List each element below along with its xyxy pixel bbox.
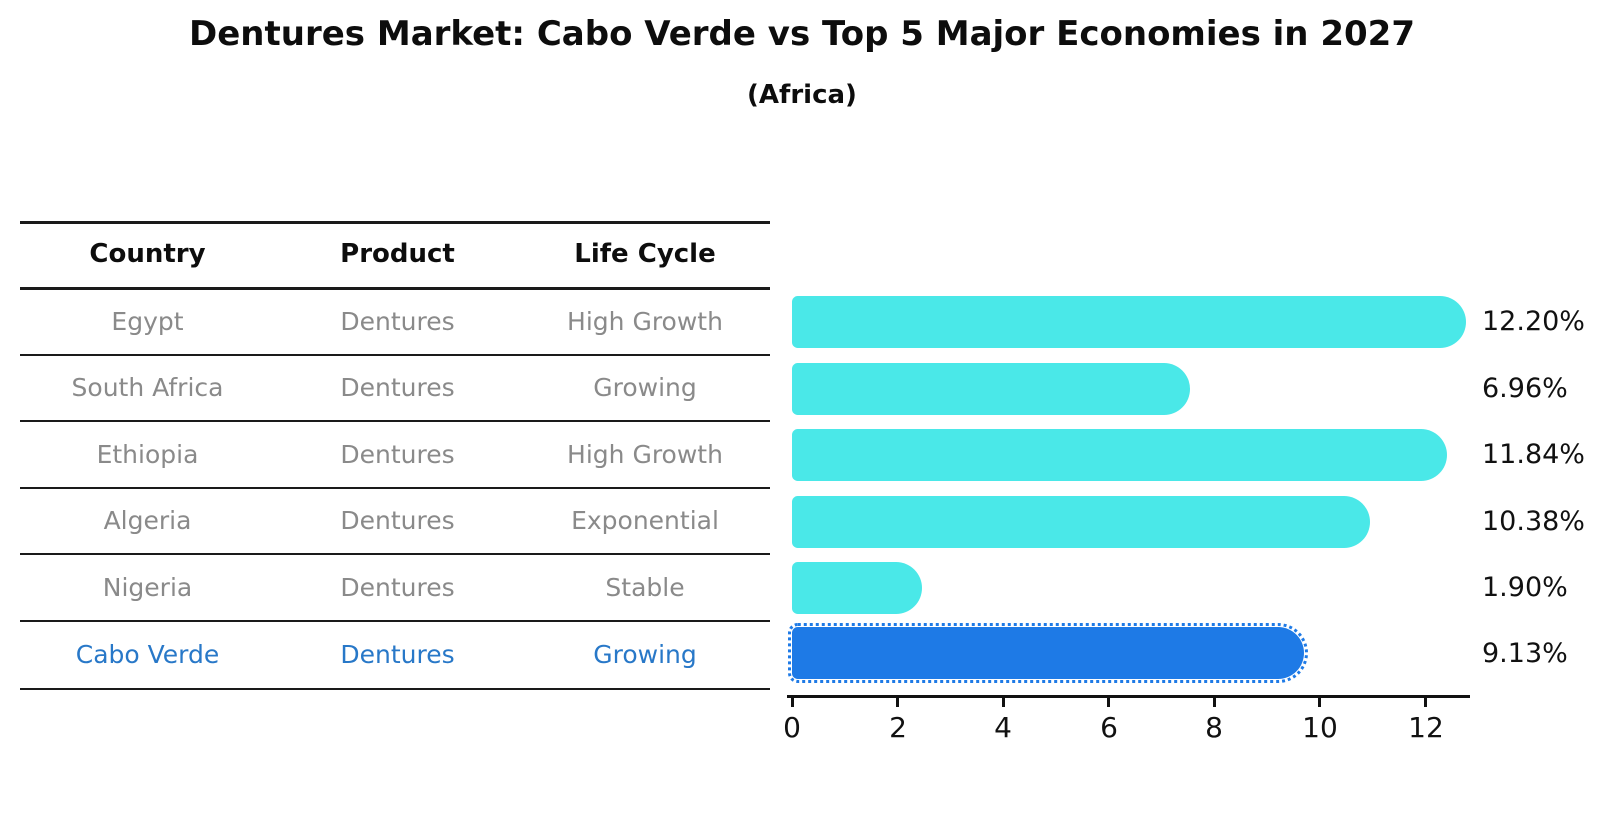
- table-row: South Africa Dentures Growing: [20, 354, 770, 420]
- chart-subtitle: (Africa): [747, 80, 857, 110]
- x-axis-tick: [1318, 698, 1321, 707]
- cell-life-cycle: Exponential: [571, 505, 719, 535]
- cell-product: Dentures: [340, 439, 455, 469]
- table-row-divider: [20, 354, 770, 356]
- x-axis-tick: [1002, 698, 1005, 707]
- x-axis-tick-label: 2: [889, 711, 907, 744]
- column-header-product: Product: [340, 239, 455, 269]
- x-axis-tick-label: 12: [1408, 711, 1444, 744]
- table-row-divider: [20, 620, 770, 622]
- table-row: Ethiopia Dentures High Growth: [20, 421, 770, 487]
- table-row: Nigeria Dentures Stable: [20, 554, 770, 620]
- cell-country: South Africa: [71, 372, 224, 402]
- bar-algeria: [792, 496, 1371, 548]
- x-axis-tick-label: 8: [1205, 711, 1223, 744]
- table-bottom-border: [20, 688, 770, 690]
- table-top-border: [20, 221, 770, 224]
- table-row: Egypt Dentures High Growth: [20, 288, 770, 354]
- cell-life-cycle: High Growth: [567, 306, 723, 336]
- x-axis-tick: [1424, 698, 1427, 707]
- bar-value-label: 11.84%: [1482, 439, 1585, 470]
- bar-south-africa: [792, 363, 1190, 415]
- bar-value-label: 1.90%: [1482, 572, 1568, 603]
- x-axis-line: [787, 695, 1470, 698]
- x-axis-tick: [1213, 698, 1216, 707]
- table-header-row: Country Product Life Cycle: [20, 221, 770, 287]
- cell-life-cycle: Stable: [605, 572, 685, 602]
- x-axis-tick: [1107, 698, 1110, 707]
- table-header-border: [20, 287, 770, 290]
- cell-product: Dentures: [340, 572, 455, 602]
- table-row-divider: [20, 420, 770, 422]
- table-row: Algeria Dentures Exponential: [20, 487, 770, 553]
- bar-value-label: 10.38%: [1482, 506, 1585, 537]
- column-header-life-cycle: Life Cycle: [574, 239, 716, 269]
- column-header-country: Country: [89, 239, 206, 269]
- chart-title: Dentures Market: Cabo Verde vs Top 5 Maj…: [189, 14, 1415, 54]
- table-row-divider: [20, 553, 770, 555]
- table-row-divider: [20, 487, 770, 489]
- x-axis-tick: [791, 698, 794, 707]
- bar-cabo-verde: [787, 623, 1309, 683]
- bar-egypt: [792, 296, 1467, 348]
- cell-product: Dentures: [340, 306, 455, 336]
- bar-ethiopia: [792, 429, 1448, 481]
- bar-value-label: 9.13%: [1482, 638, 1568, 669]
- cell-product: Dentures: [340, 640, 455, 669]
- x-axis-tick: [896, 698, 899, 707]
- bar-nigeria: [792, 562, 923, 614]
- cell-country: Cabo Verde: [75, 640, 220, 669]
- cell-life-cycle: High Growth: [567, 439, 723, 469]
- x-axis-tick-label: 4: [994, 711, 1012, 744]
- cell-product: Dentures: [340, 505, 455, 535]
- cell-country: Ethiopia: [96, 439, 199, 469]
- cell-life-cycle: Growing: [593, 640, 697, 669]
- table-row-highlight-cabo-verde: Cabo Verde Dentures Growing: [20, 621, 770, 688]
- x-axis-tick-label: 0: [783, 711, 801, 744]
- cell-life-cycle: Growing: [593, 372, 697, 402]
- cell-country: Algeria: [103, 505, 192, 535]
- x-axis-tick-label: 6: [1100, 711, 1118, 744]
- cell-country: Egypt: [111, 306, 184, 336]
- bar-value-label: 6.96%: [1482, 373, 1568, 404]
- x-axis-tick-label: 10: [1302, 711, 1338, 744]
- cell-country: Nigeria: [102, 572, 193, 602]
- bar-value-label: 12.20%: [1482, 306, 1585, 337]
- cell-product: Dentures: [340, 372, 455, 402]
